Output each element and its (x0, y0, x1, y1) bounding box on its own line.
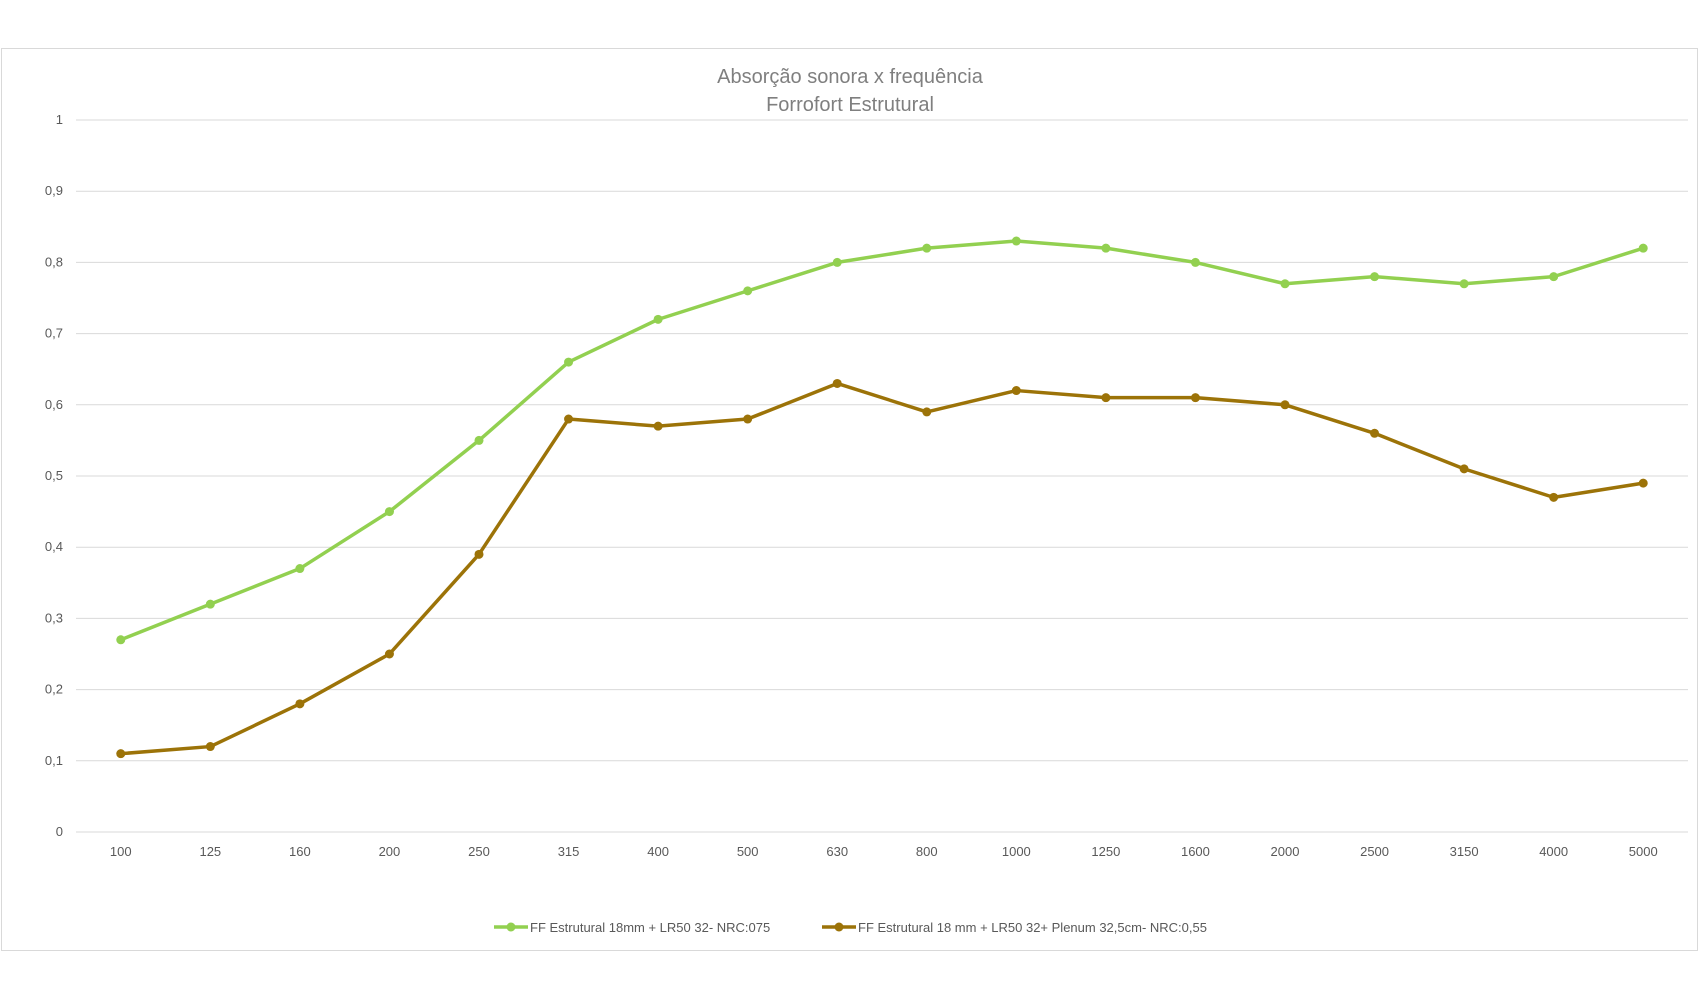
x-tick-label: 100 (110, 844, 132, 859)
y-tick-label: 0,6 (45, 397, 63, 412)
data-point (1370, 272, 1380, 282)
x-tick-label: 2500 (1360, 844, 1389, 859)
x-tick-label: 160 (289, 844, 311, 859)
x-tick-label: 1600 (1181, 844, 1210, 859)
legend-item: FF Estrutural 18mm + LR50 32- NRC:075 (494, 920, 770, 935)
data-point (1638, 243, 1648, 253)
data-point (205, 742, 215, 752)
data-point (384, 507, 394, 517)
y-tick-label: 0 (56, 824, 63, 839)
y-tick-label: 0,7 (45, 326, 63, 341)
legend-item: FF Estrutural 18 mm + LR50 32+ Plenum 32… (822, 920, 1207, 935)
data-point (564, 357, 574, 367)
data-point (1280, 279, 1290, 289)
data-point (1459, 464, 1469, 474)
data-point (1190, 393, 1200, 403)
data-point (474, 549, 484, 559)
data-point (1101, 393, 1111, 403)
data-point (1101, 243, 1111, 253)
data-point (832, 378, 842, 388)
x-tick-label: 200 (379, 844, 401, 859)
data-point (1459, 279, 1469, 289)
data-point (205, 599, 215, 609)
x-tick-label: 400 (647, 844, 669, 859)
data-point (1549, 492, 1559, 502)
data-point (922, 407, 932, 417)
data-point (474, 435, 484, 445)
x-tick-label: 630 (826, 844, 848, 859)
x-tick-label: 500 (737, 844, 759, 859)
data-point (564, 414, 574, 424)
x-tick-label: 1250 (1091, 844, 1120, 859)
data-point (1280, 400, 1290, 410)
chart-frame (1, 48, 1698, 951)
data-point (832, 257, 842, 267)
chart-subtitle: Forrofort Estrutural (766, 94, 934, 116)
data-point (1011, 386, 1021, 396)
series-line (119, 381, 1645, 756)
data-point (653, 314, 663, 324)
x-tick-label: 1000 (1002, 844, 1031, 859)
data-point (116, 635, 126, 645)
y-tick-label: 0,9 (45, 183, 63, 198)
series-2 (116, 378, 1648, 759)
y-tick-label: 1 (56, 112, 63, 127)
x-tick-label: 315 (558, 844, 580, 859)
y-tick-label: 0,5 (45, 468, 63, 483)
data-point (384, 649, 394, 659)
grid-layer (76, 119, 1688, 833)
series-line (119, 239, 1645, 642)
data-point (922, 243, 932, 253)
y-tick-label: 0,3 (45, 610, 63, 625)
y-tick-label: 0,8 (45, 254, 63, 269)
data-point (1011, 236, 1021, 246)
data-point (743, 286, 753, 296)
data-point (295, 699, 305, 709)
data-point (116, 749, 126, 759)
series-1 (116, 236, 1648, 645)
chart-title: Absorção sonora x frequência (717, 66, 984, 88)
x-axis-ticks: 100 125 160 200 250 315 400 500 630 800 1000 1250 16… (110, 844, 1658, 859)
legend-label: FF Estrutural 18 mm + LR50 32+ Plenum 32… (858, 920, 1207, 935)
data-point (1638, 478, 1648, 488)
x-tick-label: 125 (199, 844, 221, 859)
data-point (1370, 428, 1380, 438)
data-point (295, 564, 305, 574)
y-tick-label: 0,2 (45, 682, 63, 697)
legend-point-marker (834, 922, 844, 932)
legend-label: FF Estrutural 18mm + LR50 32- NRC:075 (530, 920, 770, 935)
x-tick-label: 5000 (1629, 844, 1658, 859)
y-tick-label: 0,1 (45, 753, 63, 768)
x-tick-label: 800 (916, 844, 938, 859)
y-axis-ticks: 0 0,1 0,2 0,3 0,4 0,5 0,6 0,7 0,8 0,9 1 (45, 112, 63, 839)
legend-point-marker (506, 922, 516, 932)
series-layer (116, 236, 1648, 759)
y-tick-label: 0,4 (45, 539, 63, 554)
data-point (1549, 272, 1559, 282)
data-point (653, 421, 663, 431)
x-tick-label: 250 (468, 844, 490, 859)
data-point (1190, 257, 1200, 267)
legend: FF Estrutural 18mm + LR50 32- NRC:075 FF … (494, 920, 1207, 935)
data-point (743, 414, 753, 424)
x-tick-label: 2000 (1271, 844, 1300, 859)
x-tick-label: 4000 (1539, 844, 1568, 859)
x-tick-label: 3150 (1450, 844, 1479, 859)
